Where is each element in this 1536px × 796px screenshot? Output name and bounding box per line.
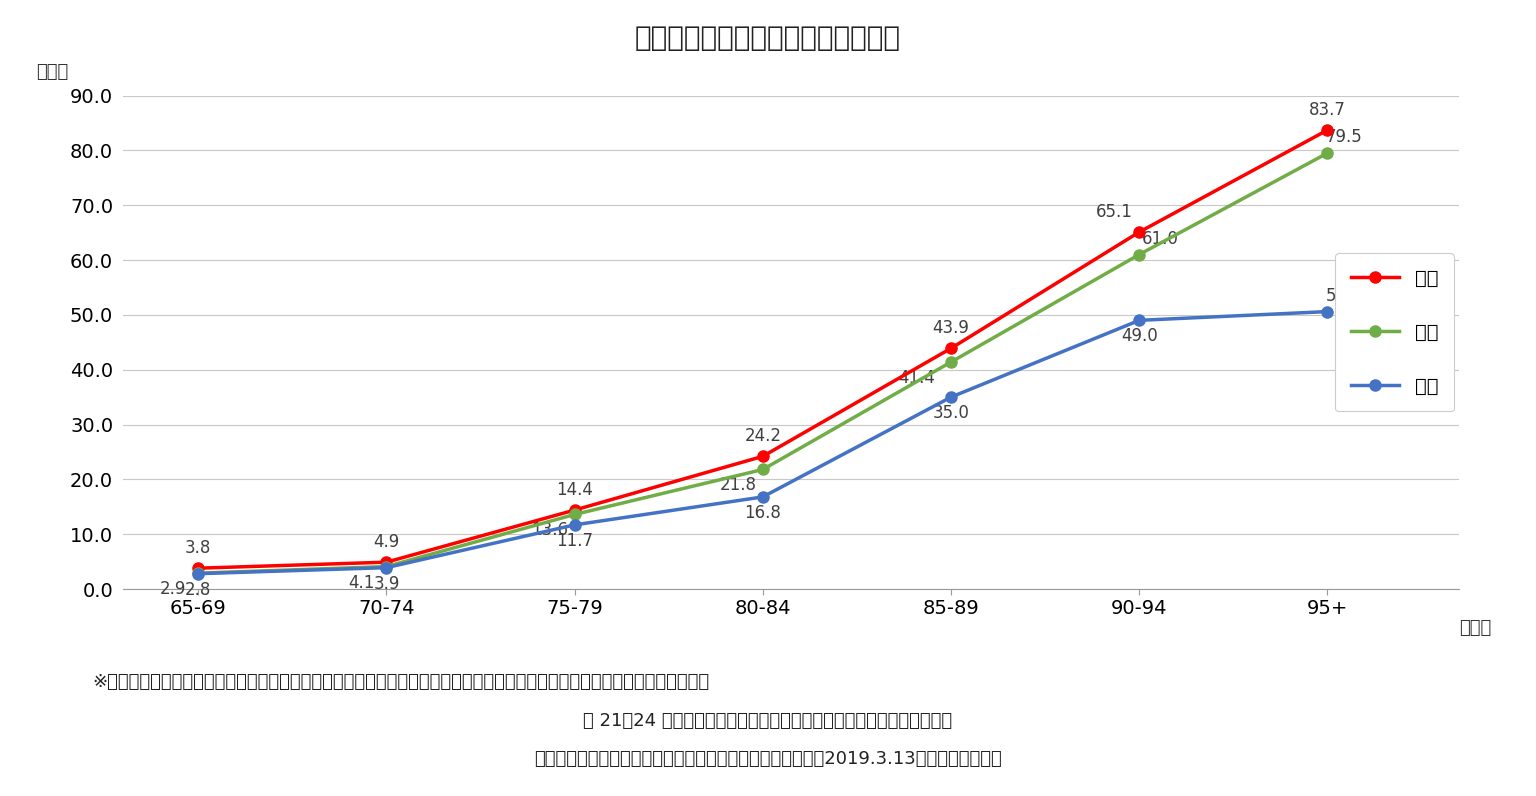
Text: 成 21～24 年、研究代表者　朝日教授（筑波大学））」総合研究報告書: 成 21～24 年、研究代表者 朝日教授（筑波大学））」総合研究報告書 xyxy=(584,712,952,731)
Text: 21.8: 21.8 xyxy=(719,477,756,494)
Text: 79.5: 79.5 xyxy=(1326,128,1362,146)
Text: 41.4: 41.4 xyxy=(899,369,935,387)
全体 xyxy=(1318,148,1336,158)
男性 xyxy=(754,492,773,501)
女性 xyxy=(1130,228,1149,237)
女性 xyxy=(378,557,396,567)
Legend: 女性, 全体, 男性: 女性, 全体, 男性 xyxy=(1335,253,1455,412)
Text: 65.1: 65.1 xyxy=(1095,203,1132,221)
女性 xyxy=(189,564,207,573)
Text: 49.0: 49.0 xyxy=(1121,327,1158,345)
女性 xyxy=(565,505,584,515)
Text: 16.8: 16.8 xyxy=(745,504,782,522)
Text: 11.7: 11.7 xyxy=(556,532,593,550)
Text: 50.6: 50.6 xyxy=(1326,287,1362,305)
Text: 2.9: 2.9 xyxy=(160,580,186,598)
男性 xyxy=(565,520,584,529)
男性 xyxy=(189,569,207,579)
女性 xyxy=(1318,125,1336,135)
男性 xyxy=(1130,315,1149,325)
Text: 43.9: 43.9 xyxy=(932,319,969,338)
Text: （％）: （％） xyxy=(35,63,68,80)
Text: 4.9: 4.9 xyxy=(373,533,399,551)
Text: 13.6: 13.6 xyxy=(531,521,568,540)
Text: 61.0: 61.0 xyxy=(1141,229,1178,248)
Text: 3.8: 3.8 xyxy=(184,539,212,557)
全体 xyxy=(378,562,396,572)
男性 xyxy=(378,563,396,572)
全体 xyxy=(1130,250,1149,259)
Text: 3.9: 3.9 xyxy=(373,575,399,593)
Text: 2.8: 2.8 xyxy=(184,581,212,599)
Text: 35.0: 35.0 xyxy=(932,404,969,422)
Text: 24.2: 24.2 xyxy=(745,427,782,445)
Text: 図表１：年齢階級別の認知症発症率: 図表１：年齢階級別の認知症発症率 xyxy=(634,24,902,52)
Line: 男性: 男性 xyxy=(192,306,1333,579)
男性 xyxy=(942,392,960,402)
全体 xyxy=(565,509,584,519)
女性 xyxy=(754,451,773,461)
女性 xyxy=(942,344,960,353)
Text: 4.1: 4.1 xyxy=(349,574,375,591)
全体 xyxy=(942,357,960,367)
全体 xyxy=(754,465,773,474)
男性 xyxy=(1318,306,1336,316)
全体 xyxy=(189,568,207,578)
Text: 14.4: 14.4 xyxy=(556,481,593,499)
Text: 資料：政府「認知症施策推進のための有識者会議（第２回：2019.3.13）」資料より作成: 資料：政府「認知症施策推進のための有識者会議（第２回：2019.3.13）」資料… xyxy=(535,750,1001,768)
Text: 83.7: 83.7 xyxy=(1309,101,1346,119)
Text: （歳）: （歳） xyxy=(1459,618,1491,637)
Line: 女性: 女性 xyxy=(192,124,1333,574)
Line: 全体: 全体 xyxy=(192,147,1333,579)
Text: ※出典元は厚生労働科研費補助金認知症対策総合研究事業「都市部における認知症有病率と認知症の生活機能障害への対応（平: ※出典元は厚生労働科研費補助金認知症対策総合研究事業「都市部における認知症有病率… xyxy=(92,673,710,691)
